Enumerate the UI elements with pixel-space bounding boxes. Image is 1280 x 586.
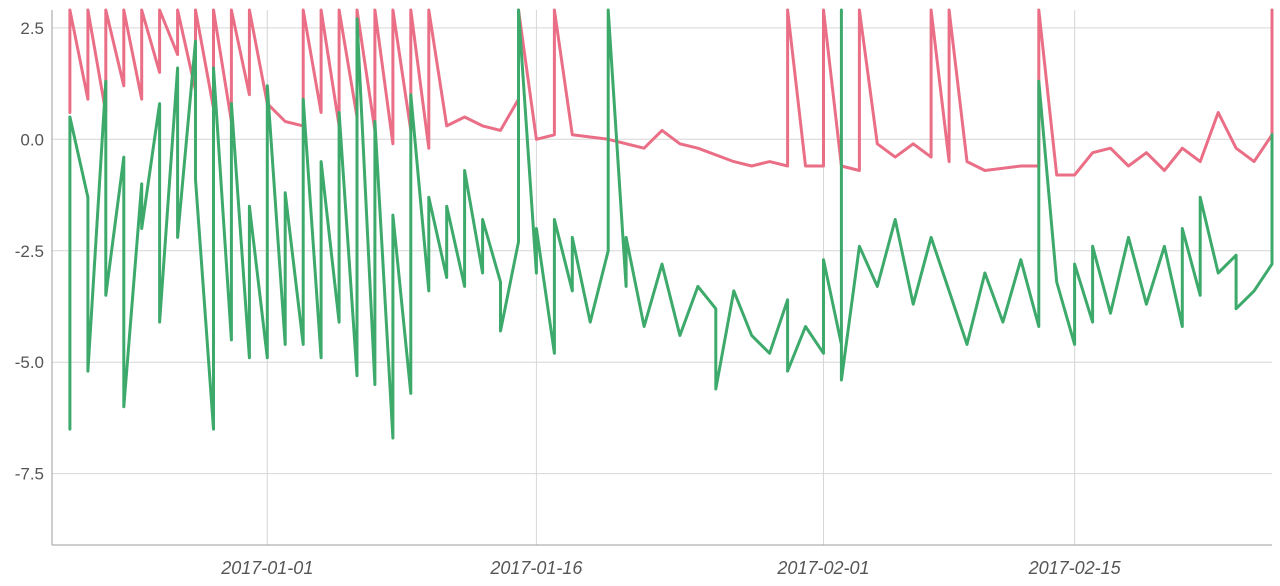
- series-line-1: [68, 8, 1274, 177]
- grid: [52, 10, 1272, 545]
- series-line-2: [68, 8, 1274, 440]
- y-tick-label: 0.0: [20, 130, 44, 149]
- tick-labels: 2.5 0.0 -2.5 -5.0 -7.5 2017-01-01 2017-01-16 20…: [15, 19, 1122, 578]
- x-tick-label: 2017-01-01: [220, 558, 313, 578]
- y-tick-label: -5.0: [15, 353, 44, 372]
- y-tick-label: -7.5: [15, 465, 44, 484]
- x-tick-label: 2017-01-16: [489, 558, 583, 578]
- axes: [51, 10, 1272, 546]
- y-tick-label: 2.5: [20, 19, 44, 38]
- y-tick-label: -2.5: [15, 242, 44, 261]
- series-group: [68, 8, 1274, 440]
- x-tick-label: 2017-02-15: [1028, 558, 1122, 578]
- x-tick-label: 2017-02-01: [776, 558, 869, 578]
